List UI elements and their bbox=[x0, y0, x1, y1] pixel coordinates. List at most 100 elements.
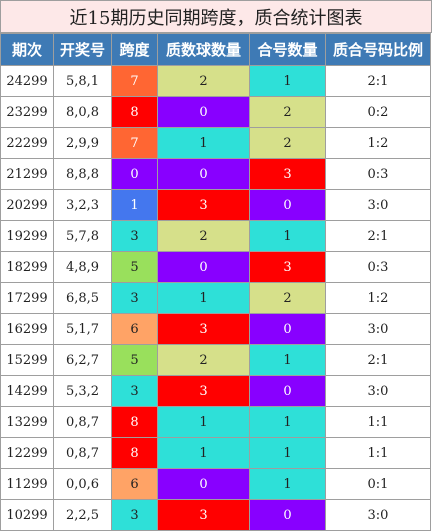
cell-numbers: 0,0,6 bbox=[53, 468, 112, 500]
cell-issue: 19299 bbox=[0, 220, 54, 252]
cell-issue: 13299 bbox=[0, 406, 54, 438]
cell-numbers: 5,3,2 bbox=[53, 375, 112, 407]
cell-span: 3 bbox=[111, 220, 158, 252]
cell-ratio: 3:0 bbox=[325, 499, 431, 531]
cell-issue: 18299 bbox=[0, 251, 54, 283]
cell-span: 3 bbox=[111, 499, 158, 531]
cell-prime-count: 1 bbox=[157, 437, 250, 469]
cell-prime-count: 2 bbox=[157, 220, 250, 252]
cell-composite-count: 1 bbox=[249, 344, 326, 376]
cell-issue: 23299 bbox=[0, 96, 54, 128]
cell-ratio: 1:2 bbox=[325, 127, 431, 159]
cell-span: 3 bbox=[111, 282, 158, 314]
cell-span: 8 bbox=[111, 96, 158, 128]
stats-table: 期次 开奖号 跨度 质数球数量 合号数量 质合号码比例 24299 5,8,1 7 2… bbox=[0, 33, 431, 531]
table-row: 14299 5,3,2 3 3 0 3:0 bbox=[0, 375, 431, 407]
table-row: 17299 6,8,5 3 1 2 1:2 bbox=[0, 282, 431, 314]
cell-ratio: 2:1 bbox=[325, 344, 431, 376]
table-row: 16299 5,1,7 6 3 0 3:0 bbox=[0, 313, 431, 345]
cell-ratio: 0:3 bbox=[325, 251, 431, 283]
cell-composite-count: 0 bbox=[249, 499, 326, 531]
cell-issue: 16299 bbox=[0, 313, 54, 345]
table-row: 15299 6,2,7 5 2 1 2:1 bbox=[0, 344, 431, 376]
cell-numbers: 4,8,9 bbox=[53, 251, 112, 283]
cell-composite-count: 1 bbox=[249, 437, 326, 469]
cell-numbers: 6,2,7 bbox=[53, 344, 112, 376]
cell-composite-count: 1 bbox=[249, 65, 326, 97]
cell-span: 5 bbox=[111, 251, 158, 283]
cell-numbers: 5,8,1 bbox=[53, 65, 112, 97]
cell-prime-count: 0 bbox=[157, 96, 250, 128]
cell-span: 7 bbox=[111, 65, 158, 97]
cell-ratio: 2:1 bbox=[325, 65, 431, 97]
header-composite-count: 合号数量 bbox=[249, 33, 326, 66]
cell-prime-count: 0 bbox=[157, 158, 250, 190]
cell-ratio: 1:1 bbox=[325, 437, 431, 469]
cell-issue: 11299 bbox=[0, 468, 54, 500]
header-issue: 期次 bbox=[0, 33, 54, 66]
cell-composite-count: 3 bbox=[249, 251, 326, 283]
cell-issue: 14299 bbox=[0, 375, 54, 407]
cell-numbers: 2,2,5 bbox=[53, 499, 112, 531]
table-row: 18299 4,8,9 5 0 3 0:3 bbox=[0, 251, 431, 283]
cell-issue: 10299 bbox=[0, 499, 54, 531]
cell-prime-count: 0 bbox=[157, 251, 250, 283]
cell-numbers: 8,8,8 bbox=[53, 158, 112, 190]
cell-ratio: 3:0 bbox=[325, 375, 431, 407]
cell-span: 7 bbox=[111, 127, 158, 159]
table-row: 23299 8,0,8 8 0 2 0:2 bbox=[0, 96, 431, 128]
cell-composite-count: 1 bbox=[249, 220, 326, 252]
cell-numbers: 5,1,7 bbox=[53, 313, 112, 345]
cell-span: 8 bbox=[111, 406, 158, 438]
cell-composite-count: 2 bbox=[249, 127, 326, 159]
cell-issue: 21299 bbox=[0, 158, 54, 190]
cell-numbers: 3,2,3 bbox=[53, 189, 112, 221]
table-row: 11299 0,0,6 6 0 1 0:1 bbox=[0, 468, 431, 500]
table-row: 12299 0,8,7 8 1 1 1:1 bbox=[0, 437, 431, 469]
cell-composite-count: 2 bbox=[249, 282, 326, 314]
table-row: 20299 3,2,3 1 3 0 3:0 bbox=[0, 189, 431, 221]
cell-issue: 20299 bbox=[0, 189, 54, 221]
cell-issue: 15299 bbox=[0, 344, 54, 376]
header-span: 跨度 bbox=[111, 33, 158, 66]
cell-prime-count: 2 bbox=[157, 65, 250, 97]
cell-numbers: 2,9,9 bbox=[53, 127, 112, 159]
header-numbers: 开奖号 bbox=[53, 33, 112, 66]
cell-ratio: 3:0 bbox=[325, 189, 431, 221]
table-row: 21299 8,8,8 0 0 3 0:3 bbox=[0, 158, 431, 190]
cell-ratio: 2:1 bbox=[325, 220, 431, 252]
table-row: 24299 5,8,1 7 2 1 2:1 bbox=[0, 65, 431, 97]
cell-span: 6 bbox=[111, 313, 158, 345]
page-title: 近15期历史同期跨度，质合统计图表 bbox=[0, 0, 432, 33]
table-row: 22299 2,9,9 7 1 2 1:2 bbox=[0, 127, 431, 159]
cell-prime-count: 2 bbox=[157, 344, 250, 376]
cell-issue: 22299 bbox=[0, 127, 54, 159]
table-row: 10299 2,2,5 3 3 0 3:0 bbox=[0, 499, 431, 531]
cell-prime-count: 1 bbox=[157, 282, 250, 314]
cell-prime-count: 1 bbox=[157, 406, 250, 438]
cell-issue: 17299 bbox=[0, 282, 54, 314]
cell-span: 5 bbox=[111, 344, 158, 376]
cell-numbers: 8,0,8 bbox=[53, 96, 112, 128]
cell-span: 0 bbox=[111, 158, 158, 190]
cell-composite-count: 1 bbox=[249, 468, 326, 500]
cell-composite-count: 0 bbox=[249, 375, 326, 407]
cell-issue: 12299 bbox=[0, 437, 54, 469]
header-row: 期次 开奖号 跨度 质数球数量 合号数量 质合号码比例 bbox=[0, 33, 431, 66]
cell-prime-count: 1 bbox=[157, 127, 250, 159]
table-body: 24299 5,8,1 7 2 1 2:1 23299 8,0,8 8 0 2 0:2 22299 2,9… bbox=[0, 65, 431, 531]
cell-numbers: 6,8,5 bbox=[53, 282, 112, 314]
cell-prime-count: 3 bbox=[157, 499, 250, 531]
cell-numbers: 0,8,7 bbox=[53, 437, 112, 469]
cell-ratio: 0:2 bbox=[325, 96, 431, 128]
cell-issue: 24299 bbox=[0, 65, 54, 97]
cell-composite-count: 3 bbox=[249, 158, 326, 190]
table-row: 13299 0,8,7 8 1 1 1:1 bbox=[0, 406, 431, 438]
cell-span: 8 bbox=[111, 437, 158, 469]
cell-composite-count: 1 bbox=[249, 406, 326, 438]
cell-ratio: 0:3 bbox=[325, 158, 431, 190]
cell-composite-count: 0 bbox=[249, 313, 326, 345]
cell-ratio: 3:0 bbox=[325, 313, 431, 345]
cell-numbers: 0,8,7 bbox=[53, 406, 112, 438]
